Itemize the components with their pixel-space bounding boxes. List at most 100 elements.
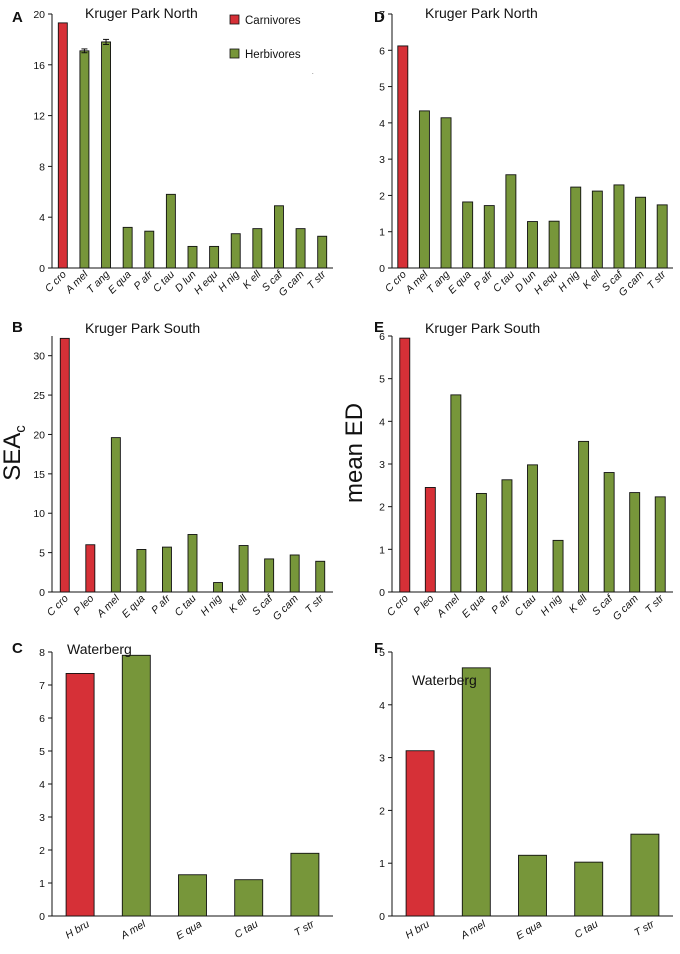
stray-mark: . bbox=[312, 70, 314, 76]
panel-d-ytick-label: 5 bbox=[379, 82, 385, 94]
panel-b-bar bbox=[289, 554, 300, 593]
panel-c-ytick-label: 3 bbox=[39, 812, 45, 824]
panel-e-ytick-label: 4 bbox=[379, 416, 385, 428]
panel-b-ytick-label: 5 bbox=[39, 548, 45, 560]
panel-c-xtick-label: A mel bbox=[118, 918, 148, 942]
panel-a-xtick-label: H nig bbox=[216, 269, 242, 295]
panel-b-bar bbox=[264, 558, 275, 593]
panel-c-xtick-label: T str bbox=[292, 918, 317, 939]
y-axis-label-ed: mean ED bbox=[341, 403, 368, 503]
panel-d-bar bbox=[635, 196, 647, 269]
panel-d-ytick-label: 7 bbox=[379, 9, 385, 21]
panel-b-bar bbox=[213, 582, 223, 593]
panel-a-title: Kruger Park North bbox=[85, 5, 198, 21]
y-axis-label-sea: SEAc bbox=[0, 425, 29, 481]
panel-a-bar bbox=[295, 228, 306, 269]
panel-c-xtick-label: H bru bbox=[63, 918, 91, 941]
panel-d-ytick-label: 4 bbox=[379, 118, 385, 130]
panel-e-bar bbox=[399, 337, 411, 593]
panel-a-ytick-label: 0 bbox=[39, 263, 45, 275]
panel-c-xtick-label: C tau bbox=[232, 918, 260, 941]
panel-e-bar bbox=[654, 496, 666, 593]
panel-d-xtick-label: T ang bbox=[425, 269, 453, 297]
panel-e-xtick-label: C cro bbox=[385, 593, 411, 619]
panel-b-title: Kruger Park South bbox=[85, 320, 200, 336]
panel-d-bar bbox=[397, 45, 409, 269]
panel-a-bar bbox=[165, 193, 176, 269]
legend-carnivores-label: Carnivores bbox=[245, 15, 301, 27]
y-axis-label-sea-sub: c bbox=[12, 425, 29, 433]
panel-b-xtick-label: K ell bbox=[227, 592, 250, 615]
panel-a-ytick-label: 12 bbox=[33, 111, 45, 123]
panel-c: 0 1 2 3 4 5 6 7 8 H bru A mel E qua C tau T str Waterb… bbox=[12, 640, 333, 942]
panel-a-bar bbox=[144, 230, 155, 269]
panel-e-xtick-label: T str bbox=[643, 592, 667, 616]
panel-a-bar bbox=[79, 50, 90, 269]
panel-e-letter: E bbox=[374, 319, 384, 336]
panel-d-xtick-label: C cro bbox=[383, 269, 409, 295]
panel-b-xtick-label: P afr bbox=[149, 592, 173, 616]
panel-d-bar bbox=[656, 204, 668, 269]
panel-a-xtick-label: A mel bbox=[63, 268, 91, 296]
panel-a-xtick-label: E qua bbox=[106, 269, 134, 297]
panel-a-bar bbox=[209, 245, 220, 269]
panel-e-bar bbox=[578, 440, 590, 593]
panel-e-ytick-label: 3 bbox=[379, 459, 385, 471]
panel-c-bar bbox=[121, 654, 151, 917]
panel-e-xtick-label: K ell bbox=[567, 592, 590, 615]
panel-a-bar bbox=[317, 235, 328, 269]
panel-a-bar bbox=[274, 205, 284, 269]
panel-b-bar bbox=[187, 534, 198, 593]
panel-f-bar bbox=[405, 750, 435, 917]
panel-f-xtick-label: H bru bbox=[403, 918, 431, 941]
panel-b-ytick-label: 0 bbox=[39, 587, 45, 599]
panel-d-bar bbox=[462, 201, 474, 269]
panel-b-bar bbox=[85, 544, 96, 593]
panel-a-xtick-label: H equ bbox=[192, 269, 220, 297]
panel-b-bar bbox=[238, 545, 249, 593]
panel-a-error-bar bbox=[81, 48, 88, 54]
panel-b-xtick-label: T str bbox=[303, 592, 327, 616]
panel-a-bar bbox=[252, 228, 263, 269]
panel-b-ytick-label: 20 bbox=[33, 429, 45, 441]
panel-b-xtick-label: C cro bbox=[45, 593, 71, 619]
panel-c-ytick-label: 0 bbox=[39, 911, 45, 923]
panel-b-ytick-label: 15 bbox=[33, 469, 45, 481]
panel-d-xtick-label: E qua bbox=[446, 269, 474, 297]
panel-b-letter: B bbox=[12, 319, 23, 336]
legend-herbivores-swatch bbox=[229, 48, 240, 59]
panel-a-ytick-label: 16 bbox=[33, 60, 45, 72]
panel-c-title: Waterberg bbox=[67, 641, 132, 657]
panel-d-title: Kruger Park North bbox=[425, 5, 538, 21]
panel-f-bar bbox=[630, 833, 660, 917]
panel-d-ytick-label: 2 bbox=[379, 190, 385, 202]
panel-f-bar bbox=[574, 861, 604, 917]
panel-e-title: Kruger Park South bbox=[425, 320, 540, 336]
panel-e-bar bbox=[501, 479, 513, 593]
panel-a-letter: A bbox=[12, 9, 23, 26]
panel-d-ytick-label: 1 bbox=[379, 227, 385, 239]
panel-d-bar bbox=[505, 174, 517, 269]
panel-a-xtick-label: T str bbox=[305, 268, 329, 292]
panel-b-xtick-label: H nig bbox=[198, 593, 224, 619]
panel-a-bar bbox=[57, 22, 68, 269]
legend-herbivores-label: Herbivores bbox=[245, 49, 301, 61]
panel-e-bar bbox=[450, 394, 462, 593]
panel-f-ytick-label: 1 bbox=[379, 858, 385, 870]
panel-d-bar bbox=[591, 190, 603, 269]
panel-d-xtick-label: T str bbox=[645, 268, 669, 292]
panel-d-letter: D bbox=[374, 9, 385, 26]
panel-f-ytick-label: 2 bbox=[379, 805, 385, 817]
panel-e-bar bbox=[475, 492, 487, 593]
panel-e-bar bbox=[424, 487, 436, 593]
panel-d-bar bbox=[570, 186, 582, 269]
panel-d-ytick-label: 3 bbox=[379, 154, 385, 166]
panel-c-xtick-label: E qua bbox=[174, 918, 204, 942]
panel-b-xtick-label: A mel bbox=[94, 592, 122, 620]
y-axis-label-sea-main: SEA bbox=[0, 433, 26, 481]
panel-d-bar bbox=[613, 184, 625, 269]
panel-c-bar bbox=[290, 852, 320, 917]
